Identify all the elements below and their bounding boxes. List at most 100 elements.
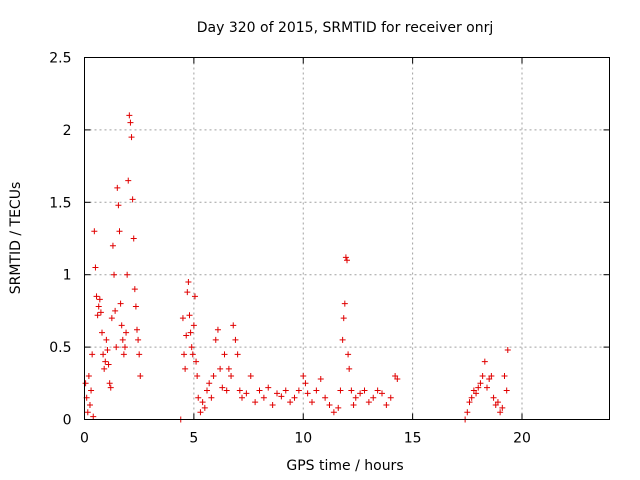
data-point: [503, 387, 510, 394]
data-point: [278, 393, 285, 400]
data-point: [206, 380, 213, 387]
data-point: [115, 202, 122, 209]
data-point: [134, 326, 140, 333]
data-point: [106, 380, 113, 387]
data-point: [340, 315, 347, 322]
data-point: [90, 413, 97, 420]
data-point: [339, 336, 346, 343]
data-point: [107, 384, 114, 391]
data-point: [357, 390, 364, 397]
data-point: [228, 373, 235, 380]
data-point: [330, 409, 337, 416]
data-point: [191, 293, 198, 300]
data-point: [188, 344, 195, 351]
data-point: [490, 394, 497, 401]
data-point: [92, 264, 99, 271]
data-point: [195, 394, 202, 401]
data-point: [337, 387, 344, 394]
data-point: [116, 228, 123, 235]
data-point: [217, 365, 224, 372]
data-point: [93, 293, 100, 300]
y-tick-label: 1.5: [49, 195, 71, 211]
y-tick-labels: 0 0.5 1 1.5 2 2.5: [49, 51, 71, 429]
grid: [84, 57, 610, 420]
data-point: [497, 409, 504, 416]
data-point: [291, 394, 298, 401]
x-axis-label: GPS time / hours: [286, 458, 403, 474]
data-point: [88, 387, 95, 394]
data-point: [232, 336, 239, 343]
data-point: [199, 399, 206, 406]
data-point: [127, 119, 134, 126]
data-point: [197, 409, 204, 416]
axis-ticks: [84, 57, 610, 420]
x-tick-label: 10: [294, 431, 312, 447]
data-point: [475, 384, 482, 391]
data-point: [181, 351, 188, 358]
data-point: [477, 380, 484, 387]
data-point: [300, 373, 307, 380]
data-point: [348, 387, 355, 394]
y-tick-label: 1: [63, 268, 72, 284]
data-point: [182, 365, 189, 372]
data-point: [494, 399, 501, 406]
data-point: [130, 235, 137, 242]
data-point: [219, 384, 226, 391]
data-point: [119, 336, 126, 343]
y-tick-label: 0.5: [49, 340, 71, 356]
data-point: [103, 336, 110, 343]
data-point: [473, 390, 480, 397]
data-point: [95, 303, 102, 310]
data-point: [269, 402, 276, 409]
data-point: [129, 196, 136, 203]
data-point: [223, 387, 230, 394]
y-tick-label: 0: [63, 413, 72, 429]
data-point: [185, 278, 192, 285]
data-point: [387, 394, 394, 401]
data-point: [352, 394, 359, 401]
data-point: [313, 387, 320, 394]
y-axis-label: SRMTID / TECUs: [8, 182, 24, 295]
x-tick-labels: 0 5 10 15 20: [80, 431, 531, 447]
data-point: [210, 373, 217, 380]
data-point: [121, 344, 128, 351]
data-point: [302, 380, 309, 387]
data-point: [109, 242, 116, 249]
data-point: [383, 402, 390, 409]
data-point: [394, 375, 401, 382]
data-points: [82, 112, 511, 423]
data-point: [84, 409, 91, 416]
data-point: [247, 373, 254, 380]
data-point: [212, 336, 219, 343]
data-point: [282, 387, 289, 394]
data-point: [344, 257, 350, 264]
data-point: [189, 351, 196, 358]
data-point: [374, 387, 381, 394]
data-point: [350, 402, 357, 409]
data-point: [204, 387, 210, 394]
data-point: [136, 351, 143, 358]
x-tick-label: 15: [404, 431, 422, 447]
data-point: [120, 351, 127, 358]
data-point: [464, 409, 471, 416]
data-point: [100, 351, 107, 358]
data-point: [484, 384, 490, 391]
data-point: [239, 394, 245, 401]
data-point: [295, 387, 302, 394]
data-point: [225, 365, 232, 372]
data-point: [488, 373, 495, 380]
data-point: [114, 184, 121, 191]
data-point: [466, 399, 473, 406]
data-point: [236, 387, 243, 394]
plot-frame: [84, 57, 610, 420]
data-point: [99, 329, 105, 336]
data-point: [105, 361, 112, 368]
data-point: [86, 402, 93, 409]
chart-title: Day 320 of 2015, SRMTID for receiver onr…: [197, 20, 494, 36]
data-point: [479, 373, 486, 380]
data-point: [132, 303, 139, 310]
data-point: [326, 402, 333, 409]
data-point: [504, 346, 511, 353]
data-point: [190, 322, 197, 329]
